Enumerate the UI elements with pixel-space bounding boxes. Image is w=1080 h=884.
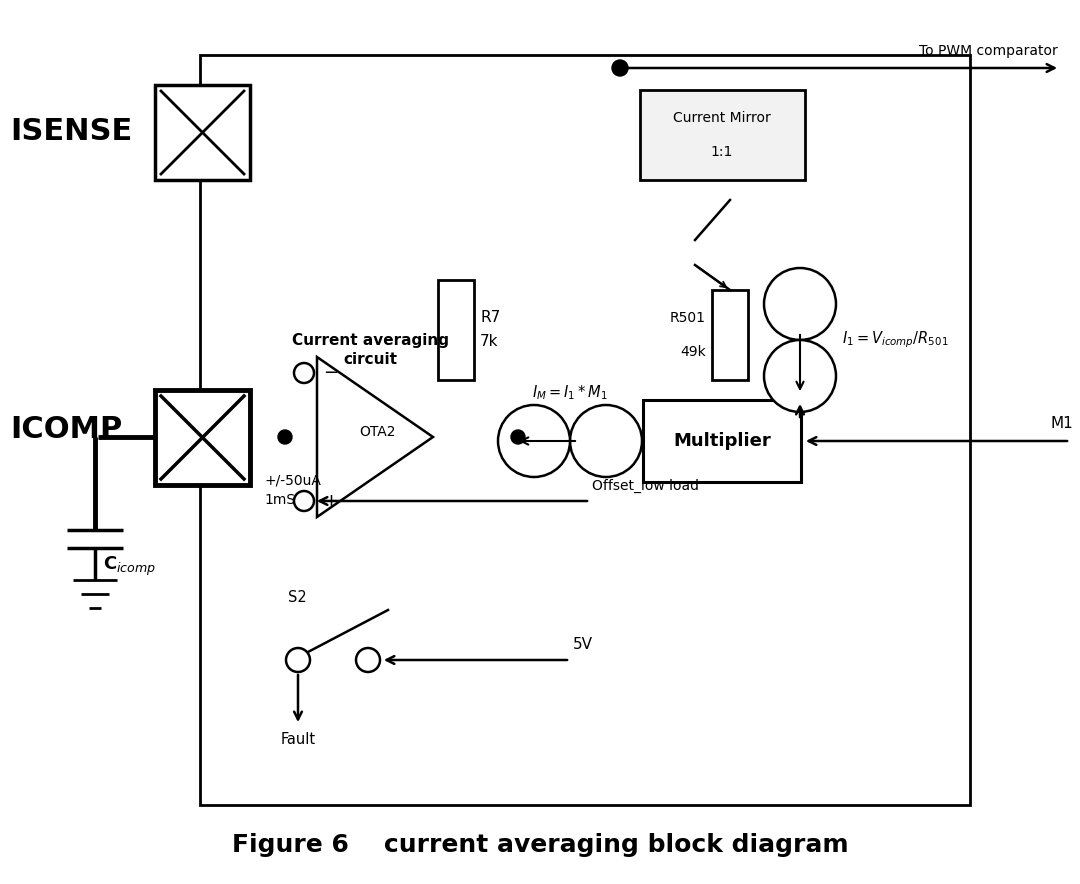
Text: $I_1=V_{icomp}/R_{501}$: $I_1=V_{icomp}/R_{501}$ (842, 330, 948, 350)
Text: +/-50uA: +/-50uA (264, 473, 321, 487)
Text: 5V: 5V (573, 637, 593, 652)
Text: M1: M1 (1050, 416, 1074, 431)
Bar (156, 85, 249, 180)
Text: +: + (324, 492, 338, 510)
Text: 49k: 49k (680, 345, 706, 359)
Bar (640, 90, 805, 180)
Text: OTA2: OTA2 (359, 425, 395, 439)
Text: Current averaging: Current averaging (292, 332, 448, 347)
Circle shape (764, 340, 836, 412)
Text: 1mS: 1mS (264, 493, 295, 507)
Text: Figure 6    current averaging block diagram: Figure 6 current averaging block diagram (232, 833, 848, 857)
Text: 7k: 7k (480, 334, 499, 349)
Bar (438, 280, 474, 380)
Circle shape (511, 430, 525, 444)
Circle shape (612, 60, 627, 76)
Text: Fault: Fault (281, 732, 315, 747)
Text: 1:1: 1:1 (711, 145, 733, 159)
Text: circuit: circuit (343, 353, 397, 368)
Bar (712, 290, 748, 380)
Text: −: − (323, 364, 338, 382)
Text: Offset_low load: Offset_low load (592, 479, 699, 493)
Text: $\mathbf{C}_{icomp}$: $\mathbf{C}_{icomp}$ (103, 555, 157, 578)
Bar (643, 400, 801, 482)
Text: Current Mirror: Current Mirror (673, 111, 771, 125)
Circle shape (356, 648, 380, 672)
Circle shape (278, 430, 292, 444)
Text: $I_M=I_1*M_1$: $I_M=I_1*M_1$ (532, 384, 608, 402)
Bar (200, 55, 970, 805)
Circle shape (286, 648, 310, 672)
Text: ICOMP: ICOMP (10, 415, 122, 445)
Text: S2: S2 (288, 590, 307, 605)
Circle shape (764, 268, 836, 340)
Text: R7: R7 (480, 310, 500, 325)
Circle shape (570, 405, 642, 477)
Bar (156, 390, 249, 485)
Circle shape (498, 405, 570, 477)
Text: R501: R501 (670, 311, 706, 325)
Text: Multiplier: Multiplier (673, 432, 771, 450)
Text: To PWM comparator: To PWM comparator (919, 44, 1058, 58)
Circle shape (294, 491, 314, 511)
Text: ISENSE: ISENSE (10, 118, 132, 147)
Circle shape (294, 363, 314, 383)
